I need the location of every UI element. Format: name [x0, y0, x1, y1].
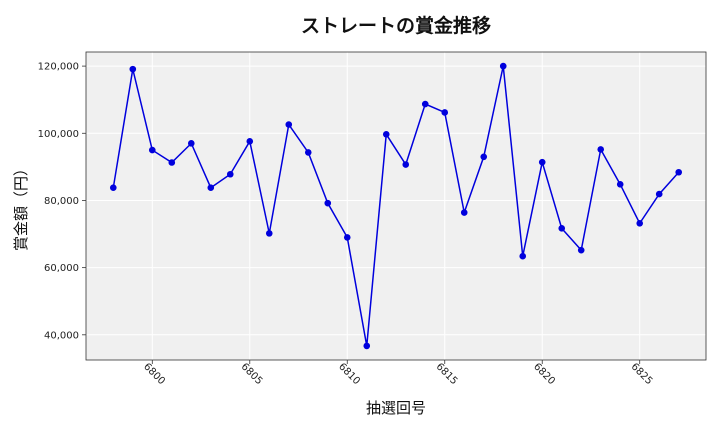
y-tick-label: 40,000	[44, 330, 79, 341]
data-point	[226, 170, 234, 178]
data-point	[109, 184, 117, 191]
data-point	[675, 168, 683, 176]
y-tick-label: 60,000	[44, 263, 79, 274]
x-tick-label: 6820	[531, 361, 557, 387]
grid	[86, 52, 706, 360]
data-point	[265, 230, 273, 237]
data-point	[441, 109, 449, 116]
data-point	[636, 219, 644, 227]
data-point	[343, 234, 351, 241]
data-point	[538, 158, 546, 166]
y-tick-label: 80,000	[44, 196, 79, 207]
data-point	[616, 181, 624, 188]
plot-frame	[85, 51, 707, 361]
x-tick-label: 6810	[336, 361, 362, 387]
x-axis: 6800 6805 6810 6815 6820 6825	[141, 360, 654, 387]
y-tick-label: 120,000	[38, 62, 79, 73]
data-point	[382, 130, 390, 138]
x-tick-label: 6800	[141, 361, 167, 387]
y-tick-label: 100,000	[38, 129, 79, 140]
data-point	[480, 153, 488, 161]
data-point	[324, 199, 332, 207]
data-point	[597, 146, 605, 153]
series-layer	[109, 62, 683, 350]
x-tick-label: 6815	[434, 361, 460, 387]
data-point	[655, 190, 663, 198]
data-point	[148, 146, 156, 154]
data-point	[577, 246, 585, 254]
data-point	[363, 342, 371, 350]
data-point	[187, 140, 195, 147]
data-point	[499, 62, 507, 70]
series-line	[112, 65, 680, 347]
y-axis: 40,000 60,000 80,000 100,000 120,000	[38, 62, 86, 341]
data-point	[519, 252, 527, 260]
plot-area	[86, 52, 706, 360]
data-point	[421, 100, 429, 108]
y-axis-label: 賞金額（円）	[12, 161, 30, 251]
data-point	[460, 209, 468, 216]
data-point	[246, 138, 254, 145]
chart-title: ストレートの賞金推移	[301, 14, 491, 37]
x-tick-label: 6825	[629, 361, 655, 387]
data-point	[402, 161, 410, 168]
data-point	[168, 159, 176, 166]
data-point	[304, 149, 312, 156]
data-point	[558, 225, 566, 232]
x-axis-label: 抽選回号	[366, 399, 426, 417]
data-point	[129, 65, 137, 73]
x-tick-label: 6805	[239, 361, 265, 387]
data-point	[285, 121, 293, 128]
data-point	[207, 184, 215, 191]
